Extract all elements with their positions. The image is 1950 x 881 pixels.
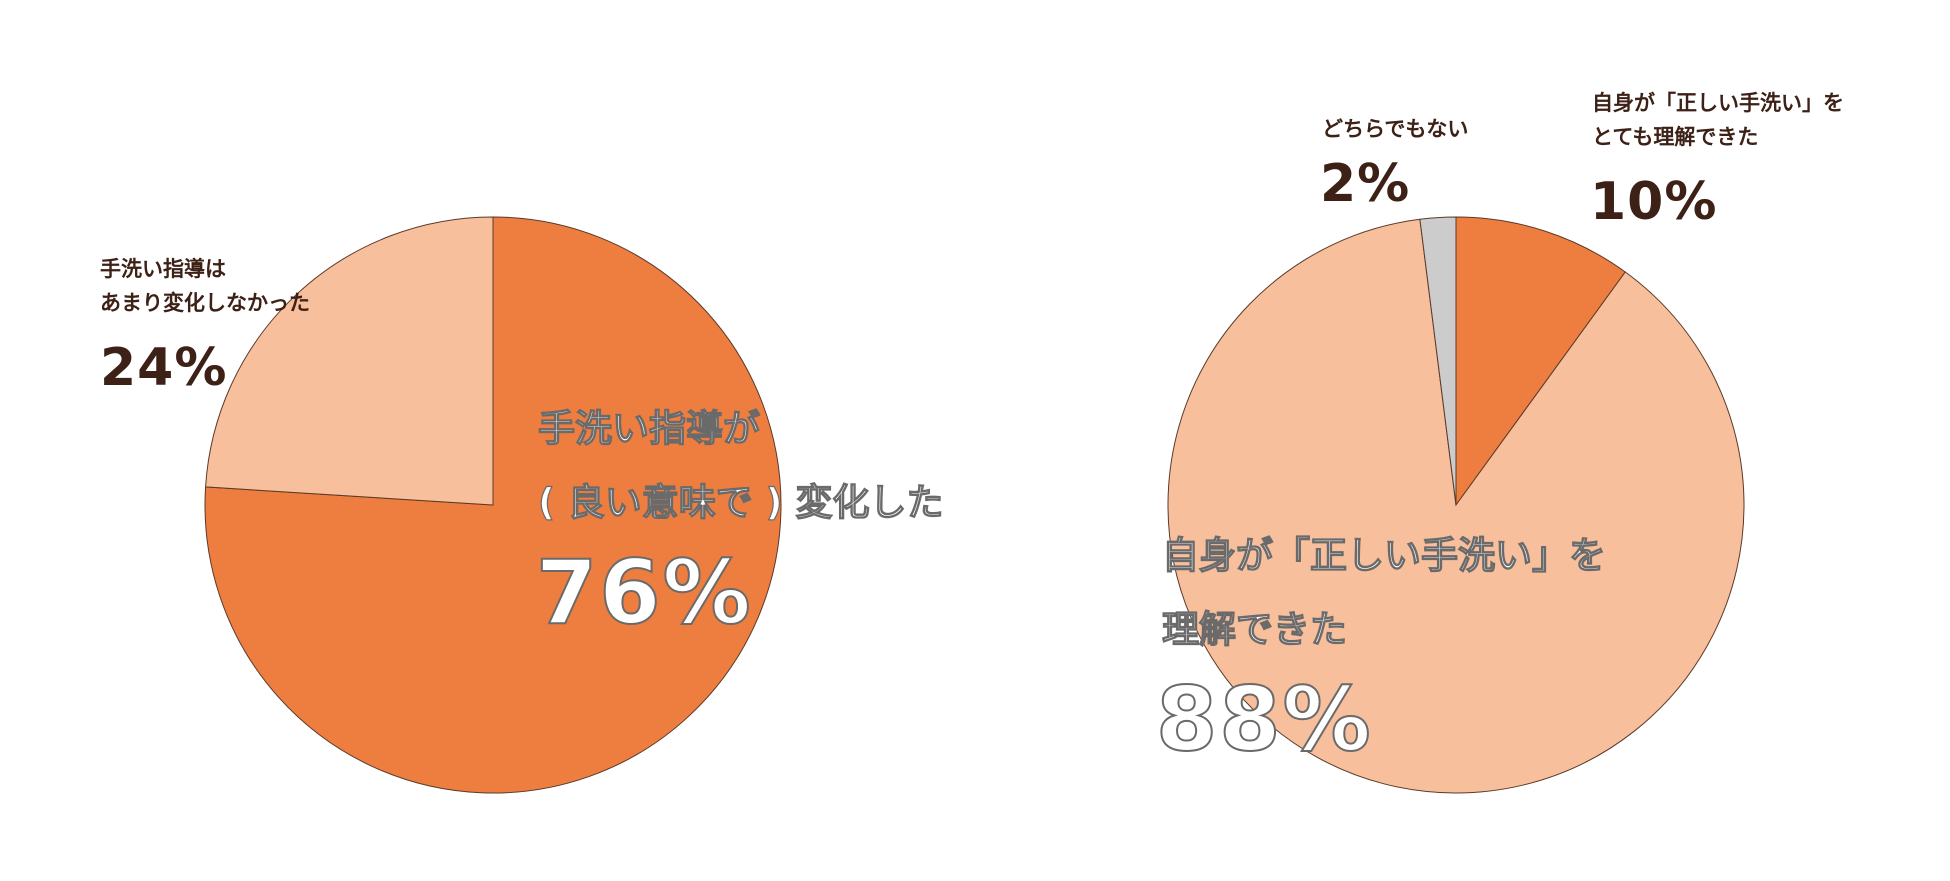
pie2-slice-2 xyxy=(1419,216,1457,506)
slice-label-neither: どちらでもない xyxy=(1322,112,1468,146)
slice-label-line: ( 良い意味で ) 変化した xyxy=(537,480,944,524)
slice-label-understood: 自身が「正しい手洗い」を 理解できた xyxy=(1161,519,1606,667)
slice-value-76: 76% xyxy=(535,541,753,644)
pie1-slice-24 xyxy=(205,216,494,506)
slice-label-line: どちらでもない xyxy=(1322,117,1469,141)
slice-value-2: 2% xyxy=(1320,154,1411,214)
slice-label-line: とても理解できた xyxy=(1592,125,1759,149)
slice-value-88: 88% xyxy=(1155,668,1373,771)
slice-label-changed-good: 手洗い指導が ( 良い意味で ) 変化した xyxy=(537,392,944,540)
slice-value-10: 10% xyxy=(1590,172,1718,232)
slice-label-line: 理解できた xyxy=(1161,607,1347,651)
slice-value-24: 24% xyxy=(100,338,228,398)
pie2-slice-10 xyxy=(1455,216,1626,507)
slice-label-line: 自身が「正しい手洗い」を xyxy=(1161,533,1606,577)
slice-label-changed-little: 手洗い指導は あまり変化しなかった xyxy=(100,252,310,320)
pie2-slice-88 xyxy=(1167,218,1745,794)
slice-label-understood-very-well: 自身が「正しい手洗い」を とても理解できた xyxy=(1592,86,1844,154)
slice-label-line: あまり変化しなかった xyxy=(100,291,310,315)
slice-label-line: 手洗い指導が xyxy=(537,406,760,450)
slice-label-line: 手洗い指導は xyxy=(100,257,226,281)
slice-label-line: 自身が「正しい手洗い」を xyxy=(1592,91,1844,115)
